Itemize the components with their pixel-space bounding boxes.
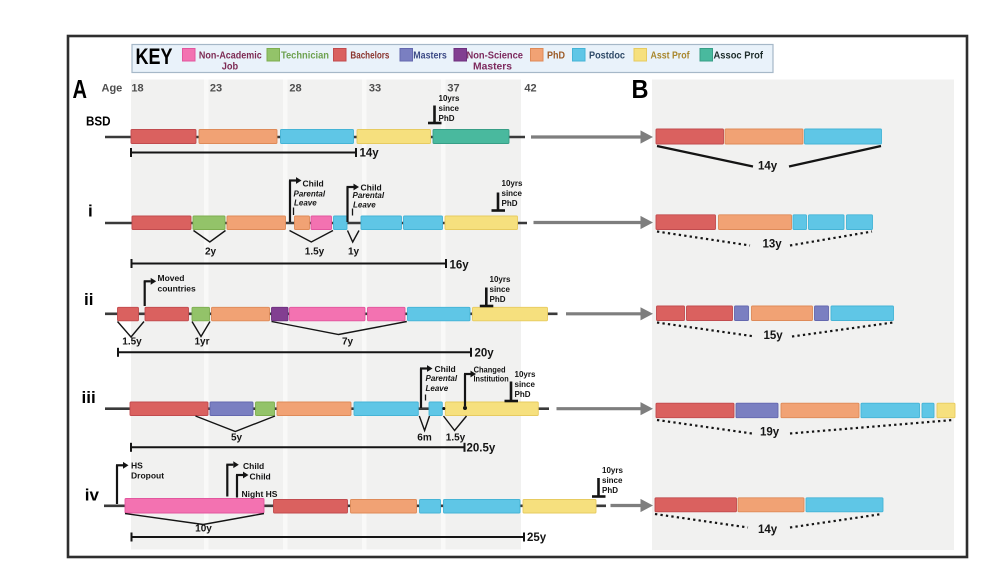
svg-text:1.5y: 1.5y (305, 247, 325, 258)
svg-text:PhD: PhD (439, 114, 455, 123)
svg-text:iv: iv (85, 486, 100, 505)
svg-text:Child: Child (435, 364, 456, 374)
svg-text:since: since (515, 380, 536, 389)
svg-text:10yrs: 10yrs (490, 275, 511, 284)
svg-text:Leave: Leave (353, 200, 376, 209)
svg-text:1yr: 1yr (194, 337, 209, 348)
svg-text:PhD: PhD (515, 390, 531, 399)
svg-text:13y: 13y (763, 239, 783, 251)
svg-text:Changed: Changed (474, 365, 506, 375)
svg-text:25y: 25y (527, 532, 547, 544)
svg-text:Child: Child (250, 472, 271, 482)
svg-text:since: since (602, 476, 623, 485)
svg-text:16y: 16y (450, 260, 470, 272)
svg-text:1y: 1y (348, 247, 360, 258)
svg-text:15y: 15y (764, 330, 784, 342)
svg-text:1.5y: 1.5y (446, 433, 466, 444)
svg-text:7y: 7y (342, 337, 354, 348)
svg-text:Bachelors: Bachelors (350, 50, 389, 62)
svg-text:Masters: Masters (413, 50, 447, 62)
svg-text:Parental: Parental (294, 190, 326, 199)
svg-text:33: 33 (369, 83, 381, 95)
svg-text:iii: iii (82, 388, 96, 407)
svg-text:ii: ii (84, 290, 93, 309)
svg-text:14y: 14y (360, 148, 380, 160)
svg-text:Asst Prof: Asst Prof (651, 50, 690, 62)
svg-text:Technician: Technician (281, 50, 329, 62)
svg-text:10yrs: 10yrs (502, 179, 523, 188)
svg-text:42: 42 (524, 83, 536, 95)
svg-text:BSD: BSD (86, 114, 111, 129)
svg-text:Child: Child (361, 183, 382, 193)
svg-text:10y: 10y (195, 524, 212, 535)
svg-text:A: A (73, 74, 88, 104)
svg-text:PhD: PhD (547, 50, 565, 62)
svg-text:Institution: Institution (474, 374, 509, 384)
svg-text:14y: 14y (758, 161, 778, 173)
svg-text:Dropout: Dropout (131, 470, 164, 480)
svg-text:since: since (439, 104, 460, 113)
svg-text:10yrs: 10yrs (602, 466, 623, 475)
svg-text:2y: 2y (205, 247, 217, 258)
svg-text:Leave: Leave (294, 199, 317, 208)
svg-text:28: 28 (289, 83, 301, 95)
svg-text:10yrs: 10yrs (439, 94, 460, 103)
svg-text:Postdoc: Postdoc (589, 50, 625, 62)
svg-text:1.5y: 1.5y (122, 337, 142, 348)
svg-text:18: 18 (131, 83, 143, 95)
svg-text:since: since (502, 189, 523, 198)
svg-text:Parental: Parental (426, 374, 458, 383)
svg-text:Non-Academic: Non-Academic (199, 50, 262, 62)
svg-text:Job: Job (222, 61, 238, 73)
svg-text:6m: 6m (417, 433, 432, 444)
svg-text:Moved: Moved (158, 273, 185, 283)
svg-text:HS: HS (131, 461, 143, 471)
svg-text:PhD: PhD (490, 295, 506, 304)
svg-text:Leave: Leave (426, 384, 449, 393)
svg-text:PhD: PhD (502, 199, 518, 208)
svg-text:5y: 5y (231, 433, 243, 444)
svg-text:B: B (632, 74, 649, 104)
svg-text:20.5y: 20.5y (467, 443, 496, 455)
svg-text:countries: countries (158, 284, 197, 294)
svg-text:i: i (88, 202, 93, 221)
svg-text:Parental: Parental (353, 191, 385, 200)
svg-text:Non-Science: Non-Science (467, 50, 524, 62)
svg-text:Age: Age (102, 83, 123, 95)
svg-text:Child: Child (303, 179, 324, 189)
svg-text:20y: 20y (475, 347, 495, 359)
svg-text:Assoc Prof: Assoc Prof (714, 50, 764, 62)
svg-text:KEY: KEY (136, 44, 173, 69)
svg-text:Night HS: Night HS (242, 489, 278, 499)
svg-text:Masters: Masters (473, 61, 512, 73)
svg-text:37: 37 (447, 83, 459, 95)
svg-text:19y: 19y (760, 427, 780, 439)
svg-text:14y: 14y (758, 524, 778, 536)
svg-text:since: since (490, 285, 511, 294)
svg-text:PhD: PhD (602, 486, 618, 495)
svg-text:23: 23 (210, 83, 222, 95)
svg-text:10yrs: 10yrs (515, 370, 536, 379)
svg-text:Child: Child (243, 461, 264, 471)
